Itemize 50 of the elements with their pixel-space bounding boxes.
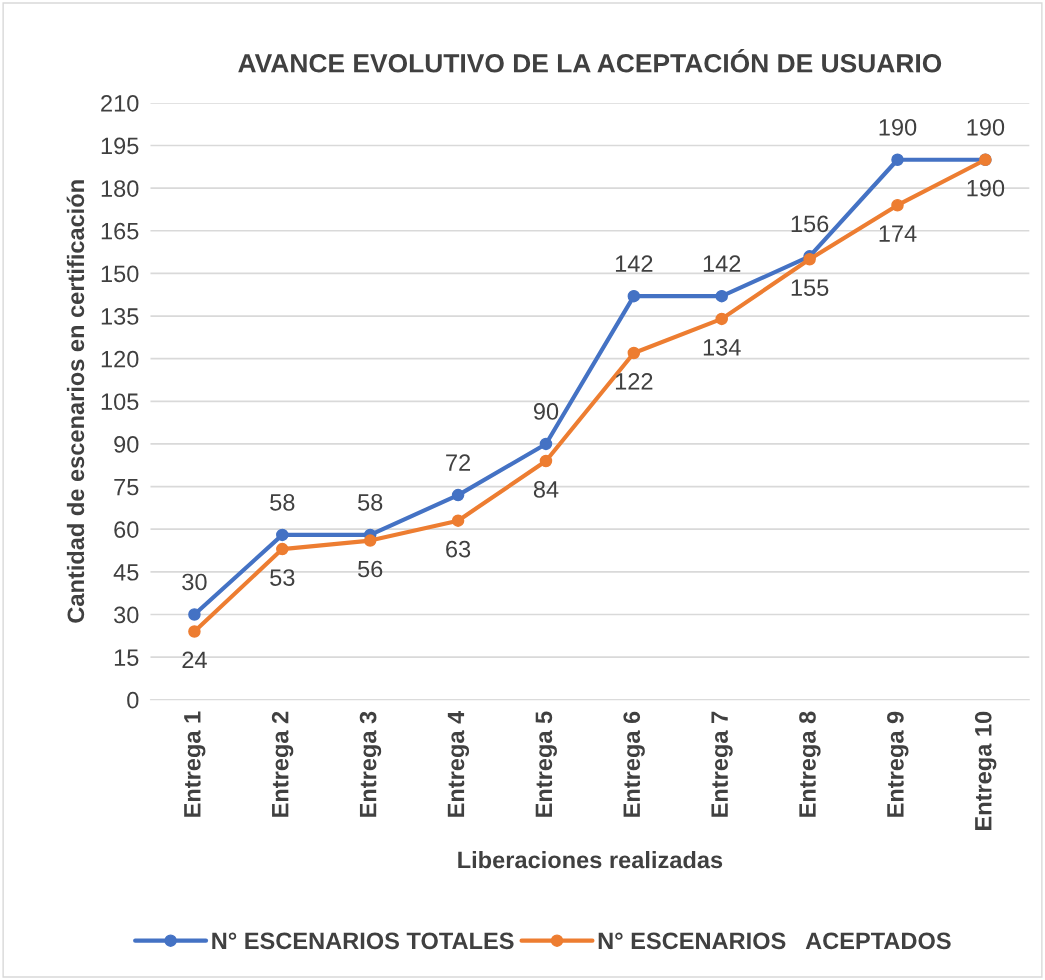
x-axis-title: Liberaciones realizadas <box>458 851 723 869</box>
y-tick-label: 60 <box>114 521 139 538</box>
data-label: 30 <box>182 573 207 591</box>
data-label: 90 <box>533 403 559 420</box>
y-tick-label: 180 <box>101 180 139 197</box>
y-tick-label: 165 <box>101 222 139 240</box>
x-tick-label: Entrega 1 <box>184 711 206 817</box>
data-label: 53 <box>270 569 295 586</box>
data-label: 156 <box>791 215 829 233</box>
x-tick-label: Entrega 6 <box>623 711 645 817</box>
data-label: 58 <box>270 494 295 511</box>
data-label: 155 <box>791 279 829 296</box>
legend-label: N° ESCENARIOS TOTALES <box>212 932 514 950</box>
x-tick-label: Entrega 3 <box>359 711 382 817</box>
y-tick-label: 210 <box>101 94 139 112</box>
y-tick-label: 90 <box>114 436 139 453</box>
data-label: 58 <box>358 494 383 511</box>
data-label: 190 <box>967 179 1005 197</box>
x-tick-label: Entrega 9 <box>887 711 909 817</box>
y-tick-label: 0 <box>127 691 139 709</box>
x-tick-label: Entrega 4 <box>447 710 470 817</box>
data-label: 63 <box>446 540 471 558</box>
x-tick-label: Entrega 10 <box>974 711 997 830</box>
data-label: 134 <box>703 338 741 356</box>
data-label: 142 <box>703 255 741 272</box>
data-label: 174 <box>879 225 917 242</box>
data-label: 56 <box>358 560 383 578</box>
data-label: 122 <box>615 373 653 390</box>
data-label: 84 <box>533 481 559 498</box>
y-tick-label: 45 <box>113 564 139 581</box>
x-tick-label: Entrega 7 <box>711 711 733 817</box>
x-tick-label: Entrega 2 <box>271 711 294 817</box>
y-tick-label: 195 <box>101 137 139 155</box>
y-tick-label: 105 <box>101 393 139 411</box>
chart-title: AVANCE EVOLUTIVO DE LA ACEPTACIÓN DE USUARIO <box>238 48 942 73</box>
legend-label: N° ESCENARIOS ACEPTADOS <box>598 932 951 950</box>
data-label: 72 <box>446 454 471 471</box>
y-tick-label: 135 <box>101 308 139 325</box>
y-tick-label: 30 <box>114 606 139 624</box>
data-label: 190 <box>879 118 917 136</box>
data-label: 24 <box>182 651 207 669</box>
data-label: 190 <box>967 118 1005 136</box>
y-tick-label: 120 <box>101 350 139 368</box>
x-tick-label: Entrega 5 <box>535 711 557 817</box>
x-tick-label: Entrega 8 <box>799 711 821 817</box>
y-axis-title: Cantidad de escenarios en certificación <box>66 180 85 623</box>
y-tick-label: 150 <box>101 265 139 283</box>
y-tick-label: 15 <box>114 649 139 666</box>
y-tick-label: 75 <box>114 478 139 496</box>
data-label: 142 <box>615 255 653 272</box>
